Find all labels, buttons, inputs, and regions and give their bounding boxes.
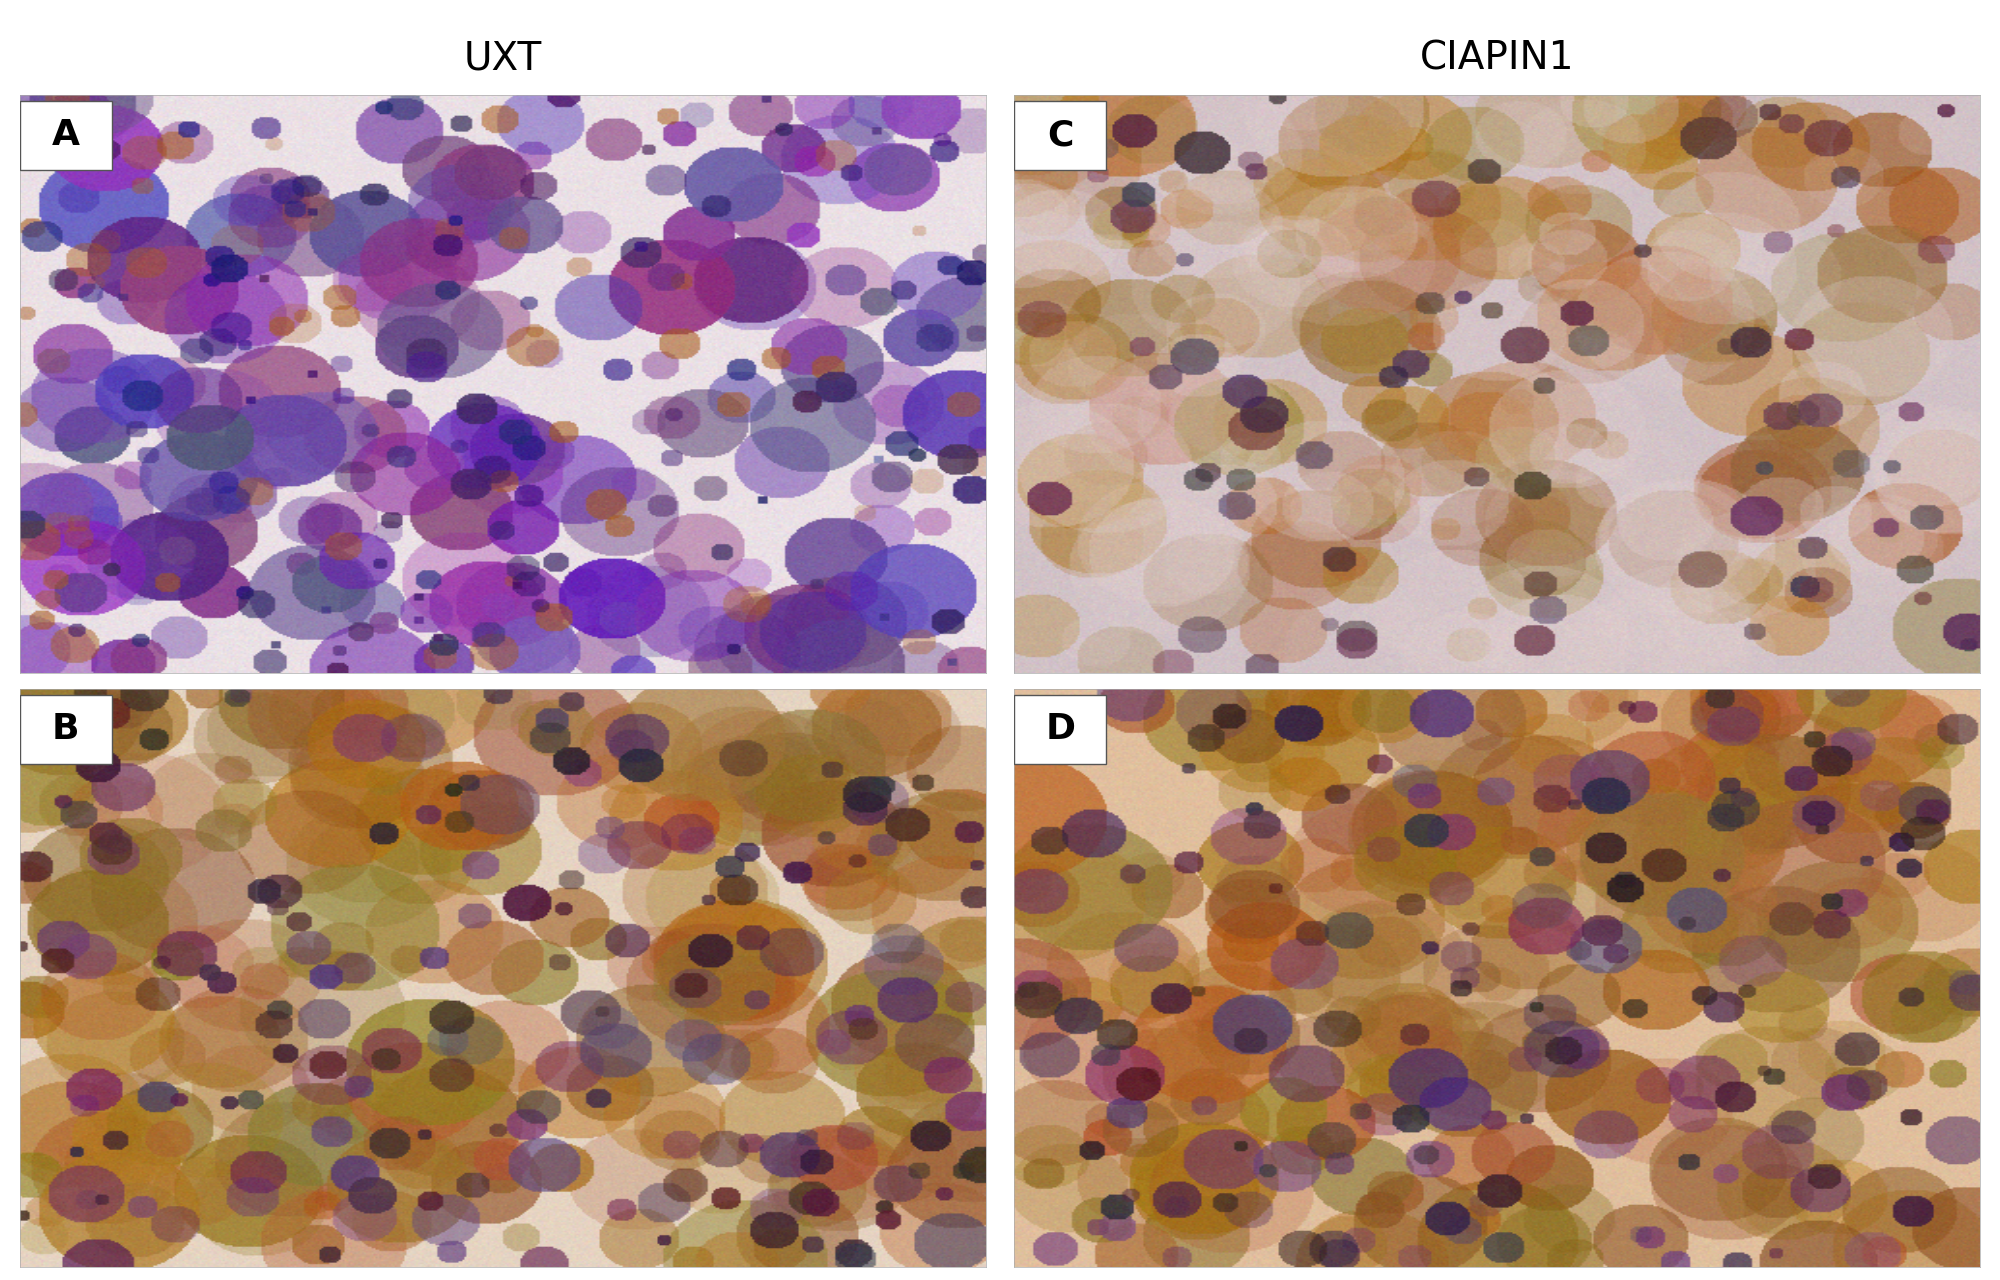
FancyBboxPatch shape <box>1014 695 1106 764</box>
Text: CIAPIN1: CIAPIN1 <box>1420 40 1574 78</box>
Text: B: B <box>52 713 80 746</box>
FancyBboxPatch shape <box>20 695 112 764</box>
Text: UXT: UXT <box>464 40 542 78</box>
Text: A: A <box>52 118 80 152</box>
Text: D: D <box>1046 713 1076 746</box>
FancyBboxPatch shape <box>1014 101 1106 170</box>
FancyBboxPatch shape <box>20 101 112 170</box>
Text: C: C <box>1048 118 1074 152</box>
